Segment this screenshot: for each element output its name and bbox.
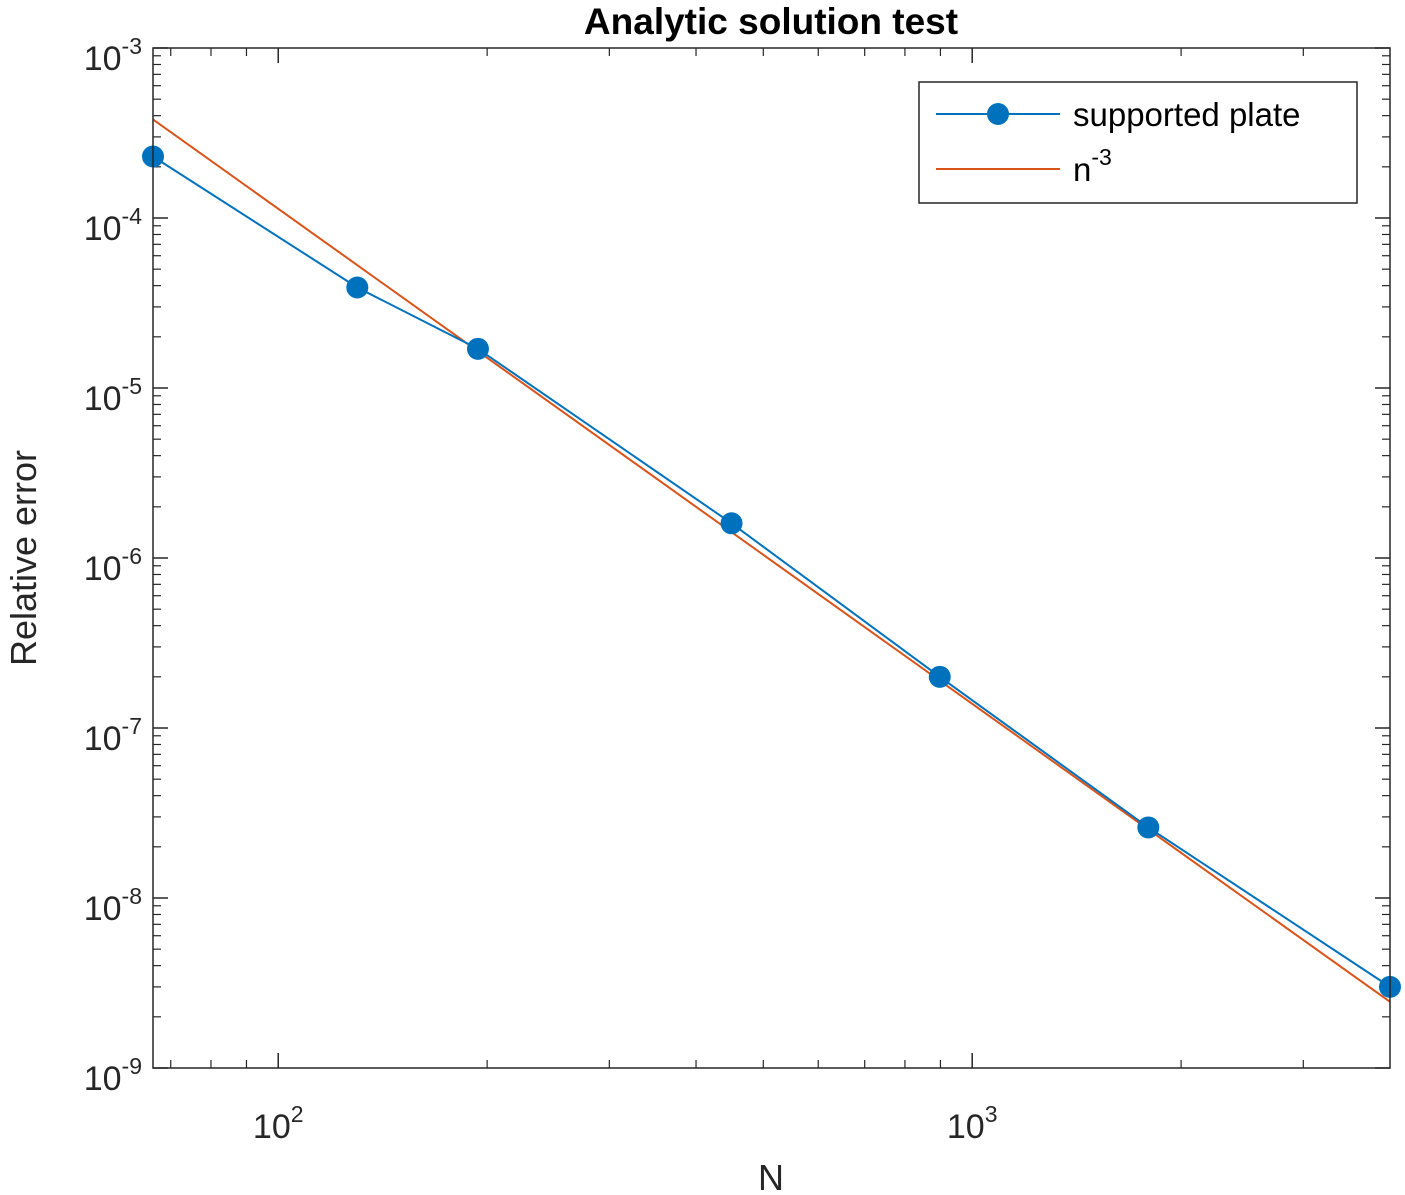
- y-tick-label: 10-6: [84, 543, 142, 588]
- plot-area: [153, 48, 1390, 1068]
- y-axis-label: Relative error: [3, 450, 44, 666]
- legend-marker-supported-plate: [987, 103, 1009, 125]
- data-point-supported-plate: [928, 665, 951, 688]
- y-tick-label: 10-8: [84, 883, 142, 928]
- plot-frame: [152, 47, 1391, 1069]
- legend-label-supported-plate: supported plate: [1073, 96, 1301, 133]
- y-tick-label: 10-5: [84, 373, 142, 418]
- y-tick-labels: 10-3 10-4 10-5 10-6 10-7 10-8 10-9: [84, 33, 142, 1098]
- data-point-supported-plate: [1137, 816, 1160, 839]
- y-tick-label: 10-7: [84, 713, 142, 758]
- legend-label-n-3-exponent: -3: [1091, 144, 1111, 170]
- minor-ticks: [153, 48, 1390, 1068]
- data-point-supported-plate: [346, 276, 369, 299]
- x-tick-label: 103: [947, 1101, 998, 1146]
- x-tick-labels: 102 103: [253, 1101, 998, 1146]
- x-axis-label: N: [758, 1157, 784, 1195]
- x-tick-label: 102: [253, 1101, 304, 1146]
- legend-label-n-3-base: n: [1073, 151, 1091, 188]
- legend: supported plate n-3: [918, 81, 1358, 204]
- legend-box: [918, 81, 1358, 204]
- data-point-supported-plate: [720, 512, 743, 535]
- series-layer: [142, 118, 1401, 1003]
- legend-label-n-3: n-3: [1073, 144, 1112, 188]
- y-tick-label: 10-3: [84, 33, 142, 78]
- series-line-n-3: [152, 118, 1391, 1003]
- chart-title: Analytic solution test: [584, 1, 958, 42]
- data-point-supported-plate: [466, 337, 489, 360]
- y-tick-label: 10-9: [84, 1053, 142, 1098]
- y-tick-label: 10-4: [84, 203, 142, 248]
